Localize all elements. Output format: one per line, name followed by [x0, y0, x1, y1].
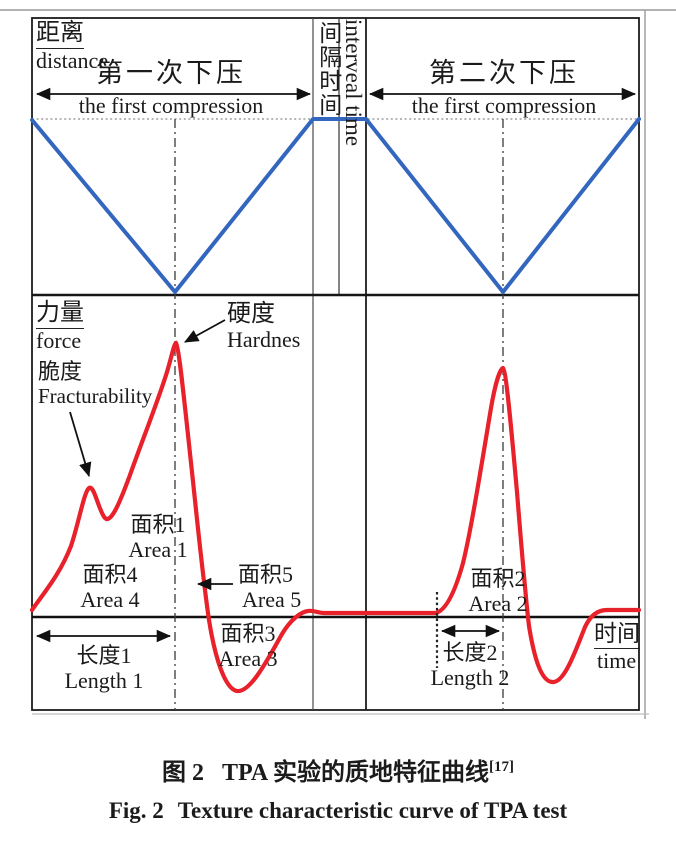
area1-en: Area 1 [128, 536, 188, 562]
hardness-zh: 硬度 [227, 301, 275, 327]
area5-zh: 面积5 [238, 562, 294, 587]
area2-zh: 面积2 [470, 566, 526, 591]
area5-en: Area 5 [242, 586, 302, 612]
compression2-header: 第二次下压 [429, 58, 579, 88]
force-curve [29, 340, 642, 694]
distance-axis-label: 距离 distance [36, 20, 108, 74]
compression2-zh: 第二次下压 [429, 58, 579, 88]
force-axis-en: force [36, 327, 82, 353]
interval-label-en: interveal time [340, 19, 366, 147]
compression1-zh: 第一次下压 [96, 58, 246, 88]
fracturability-zh: 脆度 [38, 359, 83, 384]
compression1-en: the first compression [78, 93, 264, 118]
distance-axis-en: distance [36, 47, 109, 73]
tpa-figure: 距离 distance 第一次下压 the first compression … [0, 9, 676, 719]
figure-canvas [0, 9, 676, 719]
length2-label: 长度2 Length 2 [430, 640, 510, 690]
fracturability-en: Fracturability [38, 383, 153, 408]
compression2-subheader: the first compression [411, 93, 597, 119]
compression1-header: 第一次下压 [96, 58, 246, 88]
area2-label: 面积2 Area 2 [468, 566, 528, 616]
time-axis-label: 时间 time [594, 621, 640, 673]
time-axis-en: time [597, 647, 637, 673]
area3-en: Area 3 [218, 645, 278, 671]
caption-zh-fignum: 图 2 [162, 760, 205, 786]
caption-zh-ref: [17] [488, 759, 514, 775]
caption-zh-title: TPA 实验的质地特征曲线 [222, 760, 489, 786]
length2-en: Length 2 [430, 664, 510, 690]
length1-zh: 长度1 [76, 643, 132, 668]
area4-en: Area 4 [80, 586, 140, 612]
figure-frame [31, 17, 640, 711]
distance-curve [30, 117, 641, 294]
area3-label: 面积3 Area 3 [218, 621, 278, 671]
force-axis-zh: 力量 [36, 300, 84, 329]
length1-en: Length 1 [64, 667, 144, 693]
area1-zh: 面积1 [130, 512, 186, 537]
hardness-label: 硬度 Hardnes [227, 301, 300, 353]
hardness-arrow [184, 319, 226, 343]
area2-en: Area 2 [468, 590, 528, 616]
area4-zh: 面积4 [82, 562, 138, 587]
interval-label-zh: 间隔时间 [315, 21, 341, 117]
time-axis-zh: 时间 [594, 621, 640, 649]
compression1-subheader: the first compression [78, 93, 264, 119]
caption-en-title: Texture characteristic curve of TPA test [177, 798, 568, 823]
hardness-en: Hardnes [227, 326, 301, 352]
area3-zh: 面积3 [220, 621, 276, 646]
distance-axis-zh: 距离 [36, 20, 84, 49]
area5-label: 面积5 Area 5 [238, 562, 302, 612]
fracturability-label: 脆度 Fracturability [38, 359, 153, 408]
caption-zh: 图 2 TPA 实验的质地特征曲线[17] [0, 752, 676, 787]
length1-label: 长度1 Length 1 [64, 643, 144, 693]
caption-en: Fig. 2 Texture characteristic curve of TP… [0, 798, 676, 824]
length2-zh: 长度2 [442, 640, 498, 665]
fracturability-arrow [69, 411, 92, 478]
area4-label: 面积4 Area 4 [80, 562, 140, 612]
compression2-en: the first compression [411, 93, 597, 118]
area1-label: 面积1 Area 1 [128, 512, 188, 562]
force-axis-label: 力量 force [36, 300, 84, 354]
caption-en-fignum: Fig. 2 [108, 798, 164, 823]
